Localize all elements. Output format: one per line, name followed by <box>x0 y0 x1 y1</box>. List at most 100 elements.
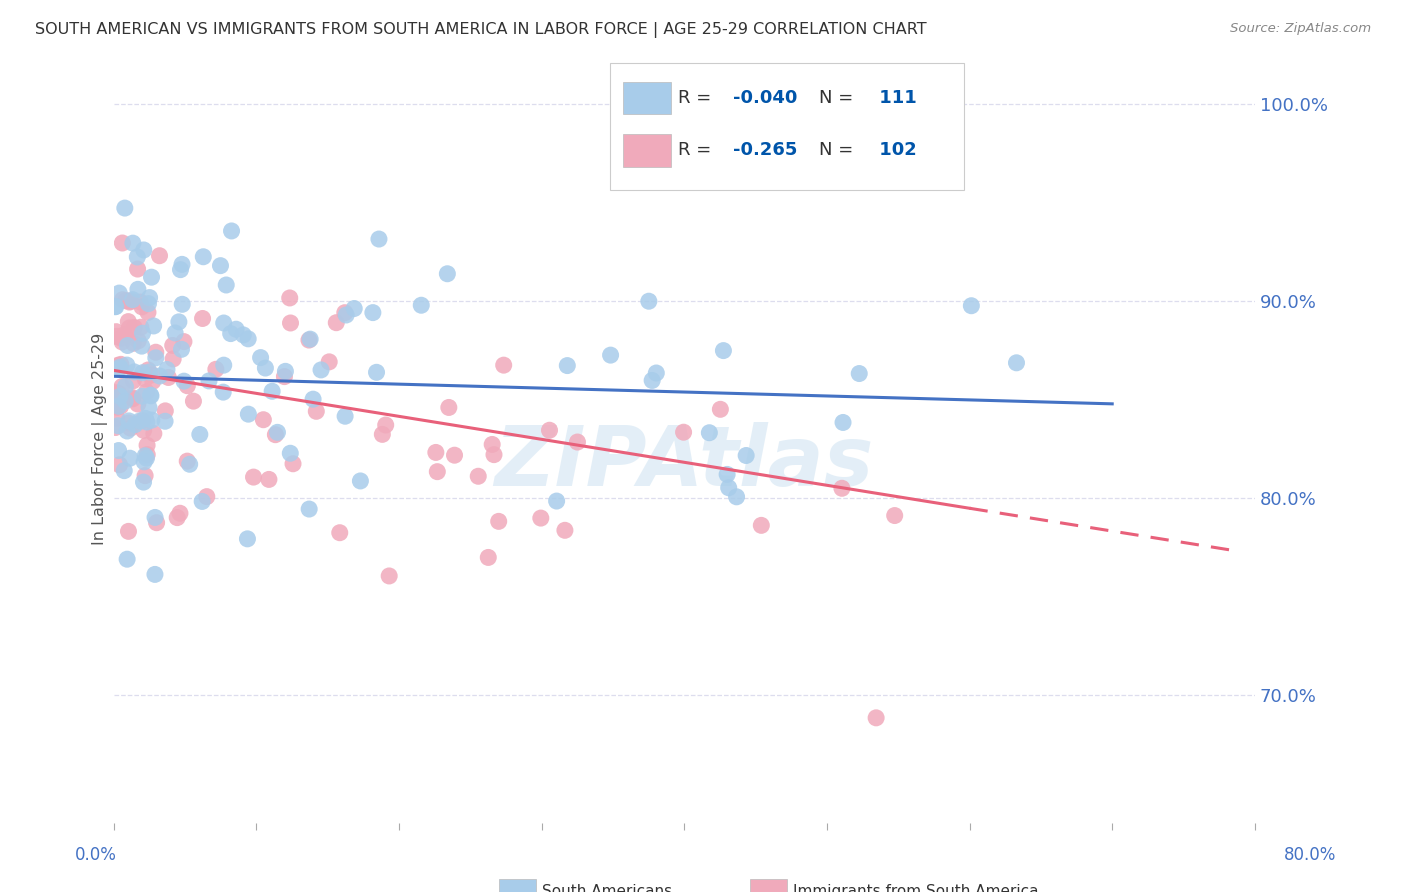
Point <box>107 359 129 373</box>
Point <box>329 525 352 540</box>
Point <box>264 427 287 442</box>
Point <box>155 404 177 418</box>
Point <box>111 379 134 393</box>
Point <box>278 446 301 460</box>
Point <box>104 300 127 314</box>
Point <box>198 374 221 388</box>
Point <box>176 378 198 392</box>
Point <box>108 389 131 403</box>
Point <box>212 316 235 330</box>
Point <box>121 391 143 405</box>
Point <box>156 362 179 376</box>
Point <box>108 286 131 301</box>
Point <box>143 510 166 524</box>
Point <box>188 427 211 442</box>
Point <box>129 295 152 310</box>
Text: Source: ZipAtlas.com: Source: ZipAtlas.com <box>1230 22 1371 36</box>
Point <box>136 305 159 319</box>
Point <box>131 389 153 403</box>
Point <box>131 300 153 314</box>
Point <box>252 413 274 427</box>
Point <box>107 399 129 413</box>
Point <box>699 425 721 440</box>
Point <box>120 421 142 435</box>
Point <box>225 322 247 336</box>
Point <box>221 224 243 238</box>
Point <box>108 458 131 472</box>
Point <box>273 369 295 384</box>
Text: N =: N = <box>818 89 859 107</box>
Point <box>128 414 150 428</box>
Point <box>425 445 447 459</box>
Point <box>127 397 149 411</box>
Point <box>215 277 238 292</box>
Point <box>117 416 139 430</box>
Point <box>212 385 235 400</box>
Point <box>865 711 887 725</box>
Point <box>169 262 191 277</box>
Point <box>492 358 515 372</box>
Point <box>672 425 695 440</box>
FancyBboxPatch shape <box>751 879 787 892</box>
Point <box>302 392 325 407</box>
Point <box>143 567 166 582</box>
Point <box>325 316 347 330</box>
Point <box>153 414 176 428</box>
Point <box>254 361 277 376</box>
Point <box>141 368 163 382</box>
Point <box>115 552 138 566</box>
Point <box>249 351 271 365</box>
Point <box>238 407 260 421</box>
Point <box>298 333 321 347</box>
Point <box>124 365 146 379</box>
Point <box>713 343 735 358</box>
Point <box>173 374 195 388</box>
Point <box>195 490 218 504</box>
Point <box>134 411 156 425</box>
Point <box>117 315 139 329</box>
Point <box>134 468 156 483</box>
Point <box>138 365 160 379</box>
Point <box>274 364 297 378</box>
Point <box>108 361 131 376</box>
Point <box>114 327 136 342</box>
Point <box>236 532 259 546</box>
Point <box>368 232 391 246</box>
Point <box>118 451 141 466</box>
Point <box>111 334 134 349</box>
Point <box>173 334 195 349</box>
Point <box>641 373 664 387</box>
Point <box>111 235 134 250</box>
Point <box>378 569 401 583</box>
FancyBboxPatch shape <box>499 879 536 892</box>
Point <box>262 384 284 399</box>
Point <box>554 524 576 538</box>
Point <box>139 388 162 402</box>
Point <box>121 293 143 307</box>
Point <box>960 299 983 313</box>
Point <box>107 387 129 401</box>
Point <box>136 363 159 377</box>
Point <box>105 325 128 339</box>
Point <box>127 262 149 277</box>
Point <box>280 316 302 330</box>
Point <box>148 249 170 263</box>
Point <box>361 305 384 319</box>
FancyBboxPatch shape <box>623 82 671 114</box>
Point <box>117 338 139 352</box>
Point <box>114 201 136 215</box>
Point <box>411 298 433 312</box>
Point <box>115 424 138 438</box>
Point <box>139 389 162 403</box>
Point <box>131 414 153 428</box>
Point <box>645 366 668 380</box>
Point <box>735 449 758 463</box>
Point <box>149 369 172 384</box>
Point <box>145 345 167 359</box>
Point <box>132 424 155 438</box>
Point <box>170 257 193 271</box>
Point <box>709 402 731 417</box>
Point <box>162 338 184 352</box>
Point <box>107 386 129 401</box>
Point <box>637 294 659 309</box>
